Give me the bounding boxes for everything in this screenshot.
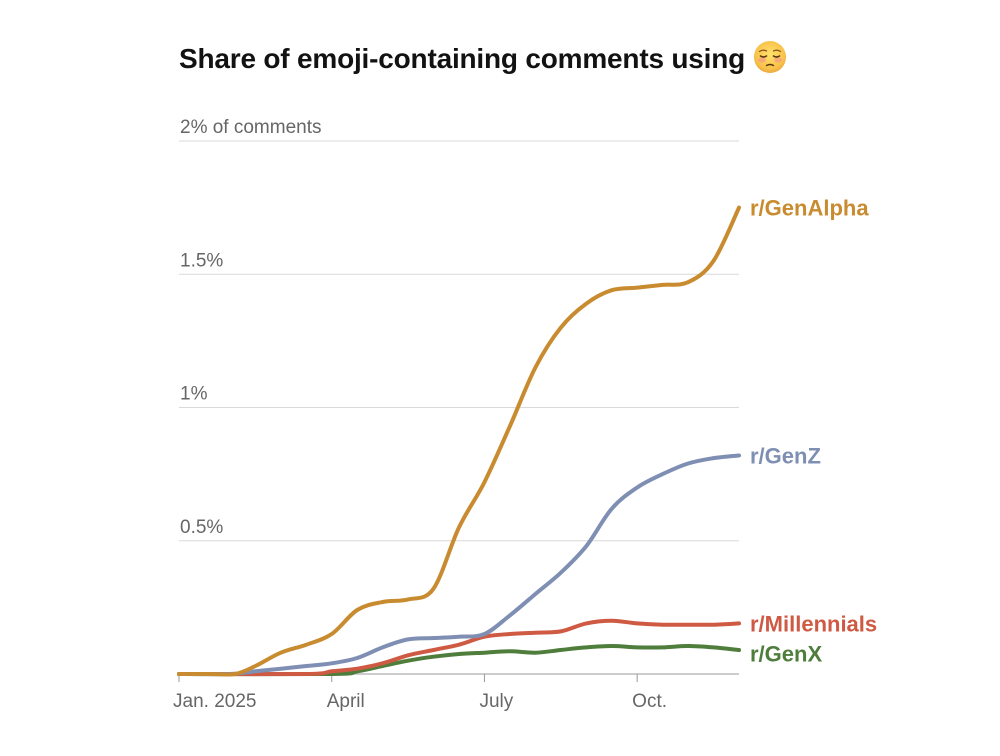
series-line-r-genz	[177, 453, 741, 677]
x-axis: Jan. 2025 April July Oct.	[173, 673, 739, 712]
series-lines	[177, 205, 741, 677]
x-tick-label-0: Jan. 2025	[173, 691, 256, 712]
chart-title: Share of emoji-containing comments using	[179, 40, 787, 75]
y-tick-label-1: 1%	[180, 384, 208, 405]
x-tick-label-3: Oct.	[632, 691, 667, 712]
series-line-r-millennials	[177, 618, 741, 677]
y-tick-label-3: 2% of comments	[180, 117, 322, 138]
y-tick-label-2: 1.5%	[180, 250, 223, 271]
series-line-r-genx	[177, 644, 741, 677]
series-label-r-millennials: r/Millennials	[750, 611, 877, 636]
series-line-r-genalpha	[177, 205, 741, 677]
chart-title-text: Share of emoji-containing comments using	[179, 43, 746, 74]
series-label-r-genx: r/GenX	[750, 641, 822, 666]
x-tick-label-2: July	[479, 691, 513, 712]
series-label-r-genalpha: r/GenAlpha	[750, 196, 869, 221]
series-label-r-genz: r/GenZ	[750, 443, 821, 468]
y-tick-label-0: 0.5%	[180, 517, 223, 538]
gridlines: 0.5% 1% 1.5% 2% of comments	[179, 117, 739, 542]
x-tick-label-1: April	[327, 691, 365, 712]
pleading-face-emoji-icon	[754, 41, 787, 73]
series-labels: r/GenAlpha r/GenZ r/Millennials r/GenX	[750, 196, 877, 667]
